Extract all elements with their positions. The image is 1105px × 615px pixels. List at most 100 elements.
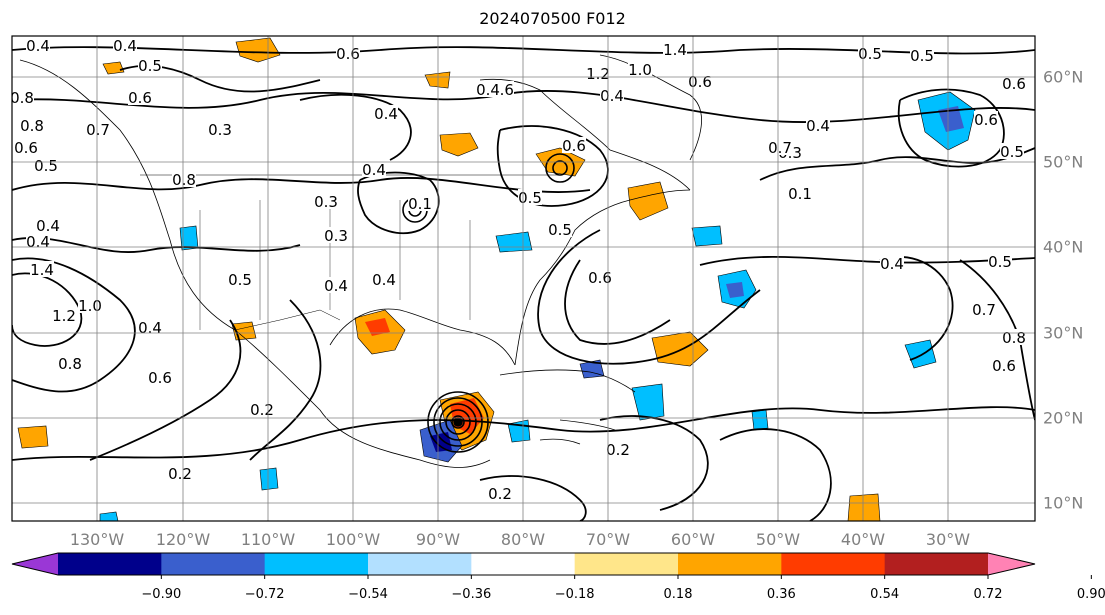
contour-line [249,299,322,461]
contour-line [357,171,440,234]
map-title: 2024070500 F012 [479,9,626,28]
contour-label-layer: 0.4 0.40.50.60.60.30.40.6 0.41.2 1.01.40.60… [10,37,1026,503]
contour-label: 0.1 [788,185,812,203]
contour-label: 0.6 [336,45,360,63]
contour-label-bg [34,157,58,173]
contour-label: 0.5 [518,189,542,207]
contour-label: 0.2 [488,485,512,503]
shade-patch [424,71,451,89]
contour-label: 0.2 [606,441,630,459]
contour-label-bg [324,227,348,243]
contour-label: 0.8 [58,355,82,373]
contour-label-bg [138,319,162,335]
contour-label-bg [36,217,60,233]
contour-label-bg [880,255,904,271]
contour-label-bg [208,121,232,137]
border [199,200,471,330]
contour-label: 0.5 [910,47,934,65]
contour-label-bg [992,357,1016,373]
contour-label: 0.5 [228,271,252,289]
shade-patch [847,493,881,521]
coastline [499,369,636,393]
contour-label-bg [12,89,34,105]
contour-label: 0.4 [476,81,500,99]
contour-label-bg [488,485,512,501]
contour-label: 0.4 [26,233,50,251]
contour-label-bg [600,87,624,103]
shade-patch [507,419,531,443]
colorbar-segment [161,553,266,575]
contour-line [12,46,1035,55]
contour-label-bg [408,195,432,211]
contour-label-bg [1000,143,1024,159]
longitude-tick-label: 80°W [500,530,546,549]
contour-label-bg [972,301,996,317]
contour-label-bg [858,45,882,61]
contour-layer [12,46,1035,521]
hurricane-center [453,417,463,427]
colorbar-extend-high [988,553,1035,575]
contour-line [299,93,412,161]
latitude-tick-label: 40°N [1043,237,1084,257]
colorbar-segment [781,553,886,575]
contour-label: 1.4 [30,261,54,279]
hurricane-ring [427,391,489,453]
contour-label: 0.5 [1000,143,1024,161]
contour-label-bg [362,161,386,177]
contour-label-bg [663,41,687,57]
graticule [12,36,1035,521]
contour-label: 0.4 [324,277,348,295]
coastline [19,59,491,468]
colorbar-tick-label: −0.36 [451,587,492,602]
shade-patch [235,37,281,63]
low-ring [545,153,575,183]
contour-label: 0.6 [992,357,1016,375]
colorbar-tick-label: −0.90 [141,587,182,602]
contour-line [564,259,671,345]
contour-label: 0.3 [208,121,232,139]
longitude-tick-label: 60°W [670,530,716,549]
latitude-tick-label: 60°N [1043,67,1084,87]
contour-label-bg [30,261,54,277]
contour-label-bg [168,465,192,481]
contour-label: 1.0 [78,297,102,315]
latitude-tick-label: 30°N [1043,323,1084,343]
hurricane-ring [439,403,477,441]
latitude-tick-label: 20°N [1043,408,1084,428]
contour-label: 0.3 [314,193,338,211]
coastline [599,54,702,161]
shade-patch [938,106,964,132]
contour-line [719,428,832,521]
hurricane-ring [445,409,471,435]
contour-label: 1.2 [52,307,76,325]
shade-patch [259,467,279,491]
contour-label: 0.6 [148,369,172,387]
contour-label-bg [14,139,38,155]
contour-label: 0.8 [10,89,34,107]
contour-line [12,272,83,347]
colorbar-segment [678,553,782,575]
contour-label: 0.4 [372,271,396,289]
shade-patch [726,282,744,298]
contour-line [12,237,301,253]
contour-label: 0.5 [988,253,1012,271]
contour-label: 0.6 [974,111,998,129]
low-ring [552,160,568,176]
contour-line [12,177,591,193]
contour-label-bg [910,47,934,63]
contour-line [537,229,761,365]
contour-label-bg [138,57,162,73]
contour-label-bg [336,45,360,61]
longitude-tick-label: 30°W [925,530,971,549]
contour-label-bg [562,137,586,153]
contour-label-bg [86,121,110,137]
shade-patch [631,383,665,421]
longitude-tick-label: 110°W [240,530,296,549]
colorbar-extend-low [12,553,58,575]
contour-label-bg [372,271,396,287]
contour-label: 0.8 [1002,329,1026,347]
contour-label: 0.5 [858,45,882,63]
longitude-tick-label: 70°W [585,530,631,549]
longitude-tick-label: 130°W [69,530,125,549]
